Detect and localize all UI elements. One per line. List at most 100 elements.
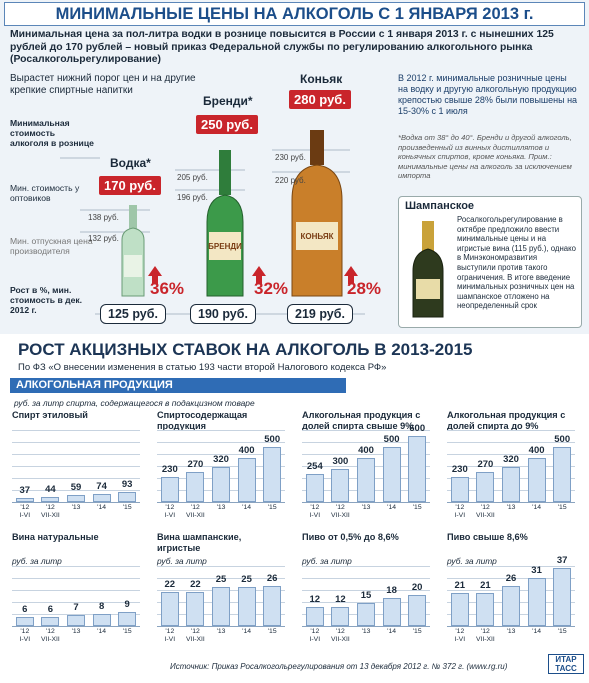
- chart-title: Пиво свыше 8,6%: [447, 532, 528, 542]
- bar: [357, 602, 375, 626]
- value-label: 74: [96, 480, 107, 492]
- champagne-box: Шампанское Росалкогольрегулирование в ок…: [398, 196, 582, 328]
- bar: [527, 457, 546, 502]
- excise-subtitle: По ФЗ «О внесении изменения в статью 193…: [18, 362, 387, 373]
- bar: [408, 594, 427, 626]
- chart-title: Спиртосодержащая продукция: [157, 410, 248, 431]
- bar: [237, 457, 256, 502]
- december-price: 125 руб.: [100, 304, 166, 324]
- chart-panel: Спирт этиловый 37 44 59 74 93 '12 I-VI '12 VII-…: [12, 410, 147, 522]
- plot-area: 254 300 400 500 600: [302, 423, 430, 503]
- producer-price: 220 руб.: [275, 176, 306, 185]
- value-label: 44: [45, 484, 56, 496]
- product-name: Коньяк: [300, 72, 343, 86]
- value-label: 320: [503, 453, 519, 465]
- value-label: 600: [409, 422, 426, 434]
- cognac-bottle: КОНЬЯК: [291, 130, 343, 297]
- champagne-title: Шампанское: [405, 200, 475, 212]
- x-tick-label: '12 I-VI: [309, 628, 321, 643]
- x-tick-label: '12 VII-XII: [475, 628, 495, 643]
- value-label: 25: [215, 574, 227, 586]
- plot-area: 12 12 15 18 20: [302, 556, 430, 627]
- x-tick-label: '12 VII-XII: [330, 504, 350, 519]
- wholesale-price: 138 руб.: [88, 213, 119, 222]
- intro: Минимальная цена за пол-литра водки в ро…: [10, 29, 554, 65]
- x-tick-label: '12 VII-XII: [185, 504, 205, 519]
- chart-title: Спирт этиловый: [12, 410, 88, 420]
- bar: [67, 495, 85, 502]
- value-label: 12: [335, 594, 346, 606]
- plot-area: 37 44 59 74 93: [12, 430, 140, 503]
- bar: [263, 585, 282, 626]
- x-tick-label: '13: [506, 504, 516, 511]
- value-label: 230: [451, 463, 468, 475]
- bottle-label: КОНЬЯК: [301, 232, 334, 241]
- x-tick-label: '12 I-VI: [164, 628, 176, 643]
- x-tick-label: '14: [97, 504, 107, 511]
- plot-area: 6 6 7 8 9: [12, 556, 140, 627]
- bar: [408, 435, 427, 502]
- chart-panel: Вина натуральныеруб. за литр66789'12 I-V…: [12, 532, 147, 646]
- bar: [92, 493, 111, 502]
- bar: [476, 593, 495, 626]
- producer-price: 196 руб.: [177, 193, 208, 202]
- bar: [41, 497, 60, 502]
- x-tick-label: '12 I-VI: [309, 504, 321, 519]
- x-tick-label: '12 I-VI: [19, 628, 31, 643]
- logo: ИТАР ТАСС: [548, 654, 584, 674]
- x-tick-label: '12 I-VI: [454, 628, 466, 643]
- value-label: 400: [358, 444, 374, 456]
- chart-title: Алкогольная продукция с долей спирта свы…: [302, 410, 421, 431]
- value-label: 400: [528, 444, 545, 456]
- value-label: 400: [238, 444, 255, 456]
- x-tick-label: '15: [267, 628, 277, 635]
- bar: [527, 577, 546, 626]
- lead-text: Вырастет нижний порог цен и на другие кр…: [10, 73, 196, 96]
- bar: [553, 446, 572, 502]
- x-tick-label: '13: [361, 628, 371, 635]
- value-label: 26: [266, 572, 278, 584]
- chart-title: Алкогольная продукция с долей спирта до …: [447, 410, 566, 431]
- product-name: Бренди*: [203, 94, 253, 108]
- bar: [237, 587, 256, 626]
- x-tick-label: '12 VII-XII: [40, 628, 60, 643]
- bottle-label: БРЕНДИ: [208, 242, 242, 251]
- chart-panel: Пиво от 0,5% до 8,6%руб. за литр12121518…: [302, 532, 437, 646]
- bar: [118, 612, 137, 626]
- x-tick-label: '14: [387, 628, 397, 635]
- value-label: 37: [19, 484, 31, 496]
- x-tick-label: '14: [242, 628, 252, 635]
- x-tick-label: '13: [71, 504, 81, 511]
- source: Источник: Приказ Росалкогольрегулировани…: [170, 662, 508, 671]
- bar: [450, 476, 469, 502]
- value-label: 270: [187, 459, 204, 471]
- value-label: 15: [360, 589, 372, 601]
- x-tick-label: '14: [387, 504, 397, 511]
- value-label: 18: [386, 585, 397, 596]
- plot-area: 21 21 26 31 37: [447, 555, 575, 627]
- excise-band: АЛКОГОЛЬНАЯ ПРОДУКЦИЯ: [10, 378, 346, 393]
- growth-arrows: [148, 266, 358, 284]
- bar: [92, 613, 111, 626]
- brandy-bottle: БРЕНДИ: [206, 150, 244, 297]
- december-price: 190 руб.: [190, 304, 256, 324]
- bar: [331, 468, 350, 502]
- december-price: 219 руб.: [287, 304, 353, 324]
- value-label: 22: [190, 578, 201, 590]
- value-label: 20: [411, 581, 423, 593]
- bar: [502, 585, 520, 626]
- x-tick-label: '15: [122, 504, 132, 511]
- growth-percent: 28%: [347, 279, 382, 298]
- note-2012: В 2012 г. минимальные розничные цены на …: [398, 73, 578, 116]
- value-label: 93: [121, 478, 133, 490]
- chart-panel: Алкогольная продукция с долей спирта до …: [447, 410, 582, 522]
- value-label: 7: [73, 602, 79, 614]
- row-label: Мин. отпускная цена производителя: [10, 236, 93, 256]
- value-label: 6: [47, 603, 54, 615]
- value-label: 26: [505, 572, 517, 584]
- excise-title: РОСТ АКЦИЗНЫХ СТАВОК НА АЛКОГОЛЬ В 2013-…: [18, 340, 473, 359]
- bar: [67, 615, 85, 626]
- x-tick-label: '15: [122, 628, 132, 635]
- growth-percent: 36%: [150, 279, 185, 298]
- value-label: 300: [332, 455, 349, 467]
